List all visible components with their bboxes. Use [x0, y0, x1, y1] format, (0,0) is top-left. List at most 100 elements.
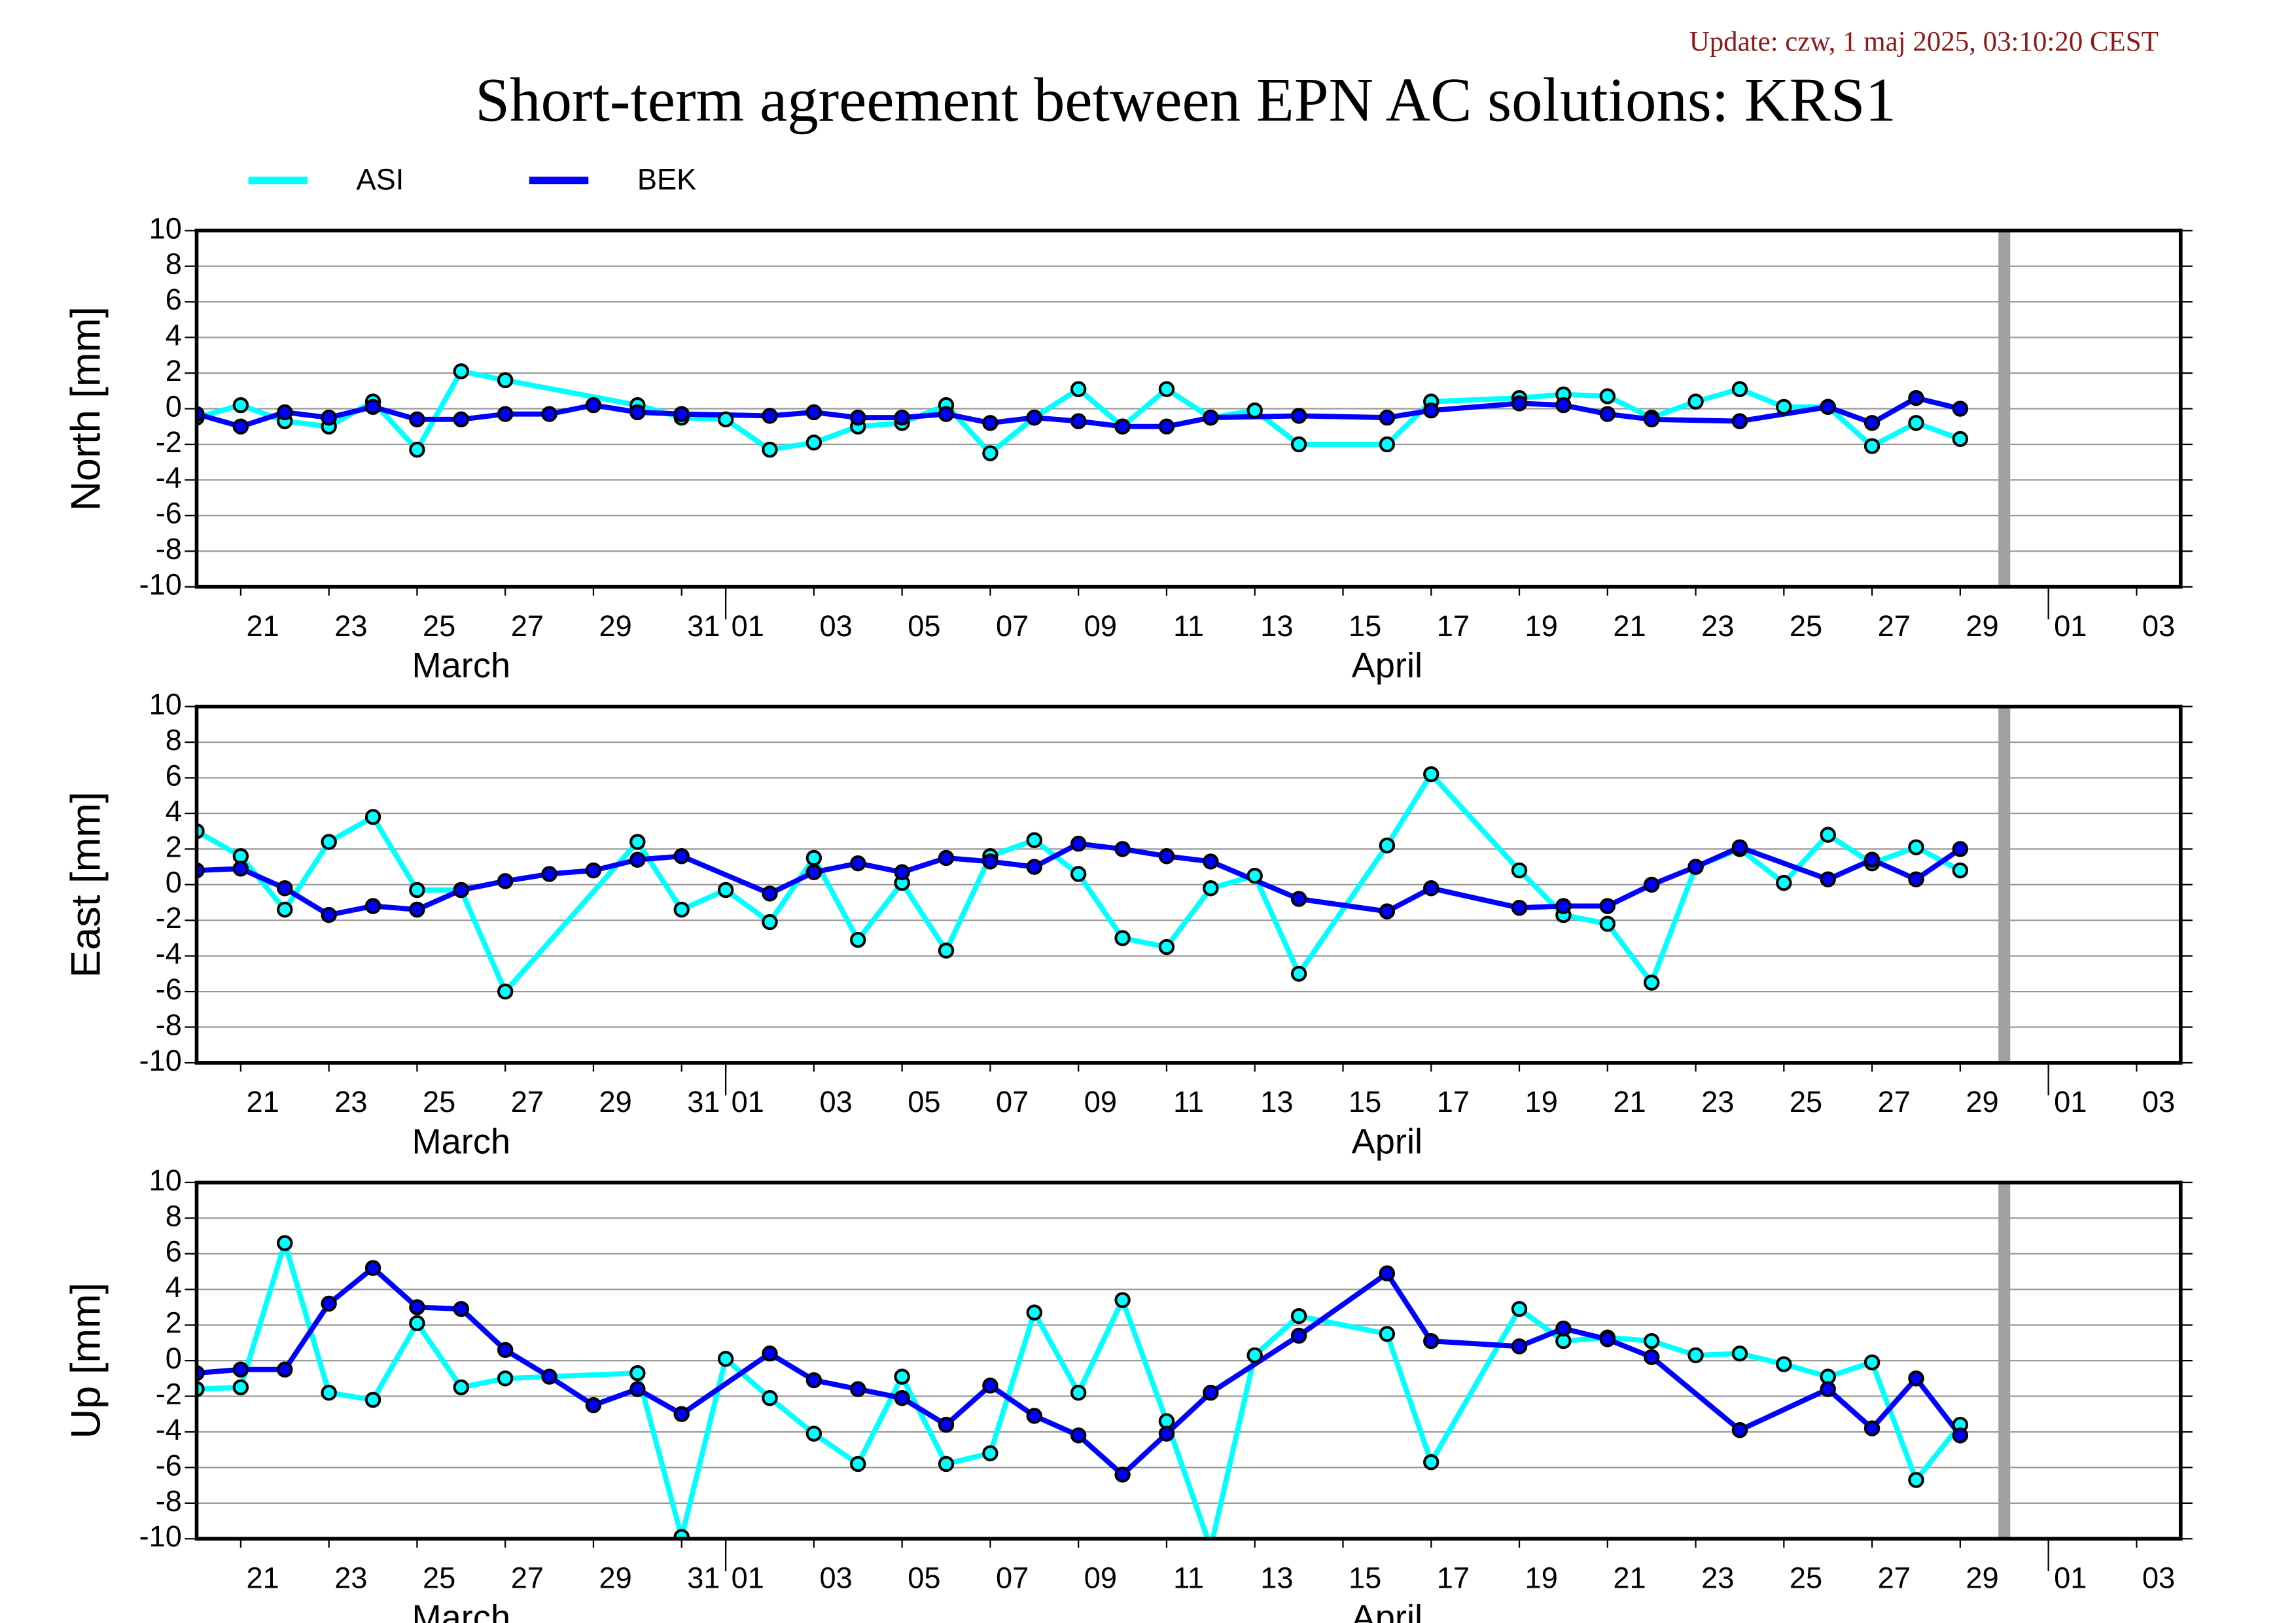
point: [717, 1351, 734, 1367]
series-line: [196, 1265, 1962, 1478]
x-tick-label: 17: [1437, 1561, 1470, 1594]
point: [1158, 418, 1175, 435]
point: [409, 882, 425, 899]
x-tick-label: 21: [1613, 1561, 1646, 1594]
point: [1952, 841, 1969, 857]
point: [1820, 827, 1836, 843]
point: [1203, 880, 1219, 897]
y-tick-label: 6: [166, 1235, 182, 1268]
y-tick-label: 0: [166, 1342, 182, 1375]
point: [629, 404, 646, 421]
x-tick-label: 25: [1790, 1561, 1822, 1594]
point: [321, 409, 337, 426]
y-tick-label: -2: [156, 425, 182, 459]
x-tick-label: 23: [1701, 609, 1734, 643]
point: [894, 1368, 910, 1385]
month-label: March: [412, 1598, 511, 1623]
point: [1114, 1292, 1131, 1308]
point: [938, 1455, 955, 1472]
x-tick-label: 27: [1878, 1085, 1911, 1118]
point: [453, 363, 470, 380]
y-tick-label: 2: [166, 1306, 182, 1340]
point: [1908, 389, 1924, 406]
point: [321, 1295, 337, 1312]
point: [1026, 409, 1042, 426]
point: [1114, 1467, 1131, 1483]
x-tick-label: 03: [819, 609, 852, 643]
point: [1731, 839, 1748, 855]
point: [1511, 395, 1528, 412]
point: [497, 983, 514, 1000]
point: [1070, 381, 1087, 397]
x-tick-label: 23: [334, 609, 367, 643]
point: [762, 441, 778, 458]
point: [497, 873, 514, 889]
x-tick-label: 03: [2142, 609, 2175, 643]
point: [1820, 399, 1836, 415]
x-tick-label: 27: [511, 1561, 544, 1594]
x-tick-label: 27: [511, 1085, 544, 1118]
point: [673, 901, 690, 918]
point: [1290, 1308, 1307, 1325]
point: [1643, 1332, 1660, 1349]
point: [629, 1381, 646, 1397]
point: [585, 1397, 602, 1414]
point: [1246, 1347, 1263, 1364]
point: [409, 901, 425, 918]
point: [1643, 411, 1660, 428]
point: [1731, 1422, 1748, 1438]
point: [409, 1299, 425, 1315]
y-tick-label: 10: [149, 1164, 182, 1197]
y-tick-label: -2: [156, 901, 182, 935]
point: [1379, 436, 1396, 453]
point: [629, 1364, 646, 1382]
point: [1379, 1326, 1396, 1342]
x-tick-label: 25: [423, 609, 455, 643]
x-tick-label: 23: [1701, 1561, 1734, 1594]
legend-label: BEK: [637, 163, 696, 196]
point: [1026, 1408, 1042, 1424]
point: [1687, 1347, 1704, 1364]
point: [1423, 880, 1439, 897]
point: [1423, 1454, 1439, 1471]
point: [1820, 1381, 1836, 1397]
point: [850, 855, 866, 872]
point: [1290, 891, 1307, 907]
point: [541, 866, 557, 882]
point: [894, 864, 910, 880]
point: [629, 851, 646, 868]
x-tick-label: 17: [1437, 1085, 1470, 1118]
x-tick-label: 25: [423, 1085, 455, 1118]
x-tick-label: 15: [1349, 1085, 1381, 1118]
x-tick-label: 01: [2054, 1561, 2087, 1594]
point: [1379, 409, 1396, 426]
point: [1952, 431, 1969, 447]
point: [938, 849, 955, 866]
point: [894, 409, 910, 426]
point: [1731, 413, 1748, 429]
point: [1687, 393, 1704, 410]
point: [982, 1377, 998, 1394]
x-tick-label: 21: [246, 1561, 279, 1594]
point: [1643, 974, 1660, 991]
point: [1908, 415, 1924, 431]
point: [453, 1379, 470, 1396]
point: [1511, 1300, 1528, 1317]
point: [453, 1300, 470, 1317]
point: [1423, 1332, 1439, 1349]
y-tick-label: -6: [156, 1448, 182, 1482]
legend-label: ASI: [357, 163, 404, 196]
x-tick-label: 03: [2142, 1085, 2175, 1118]
point: [1026, 832, 1042, 848]
point: [277, 880, 293, 897]
point: [1555, 397, 1572, 414]
point: [232, 1361, 249, 1378]
x-tick-label: 05: [908, 1561, 940, 1594]
y-tick-label: 8: [166, 247, 182, 281]
y-tick-label: -10: [139, 1044, 182, 1077]
point: [409, 411, 425, 428]
point: [1026, 1304, 1042, 1321]
x-tick-label: 27: [1878, 609, 1911, 643]
point: [1423, 402, 1439, 419]
y-tick-label: 4: [166, 794, 182, 828]
